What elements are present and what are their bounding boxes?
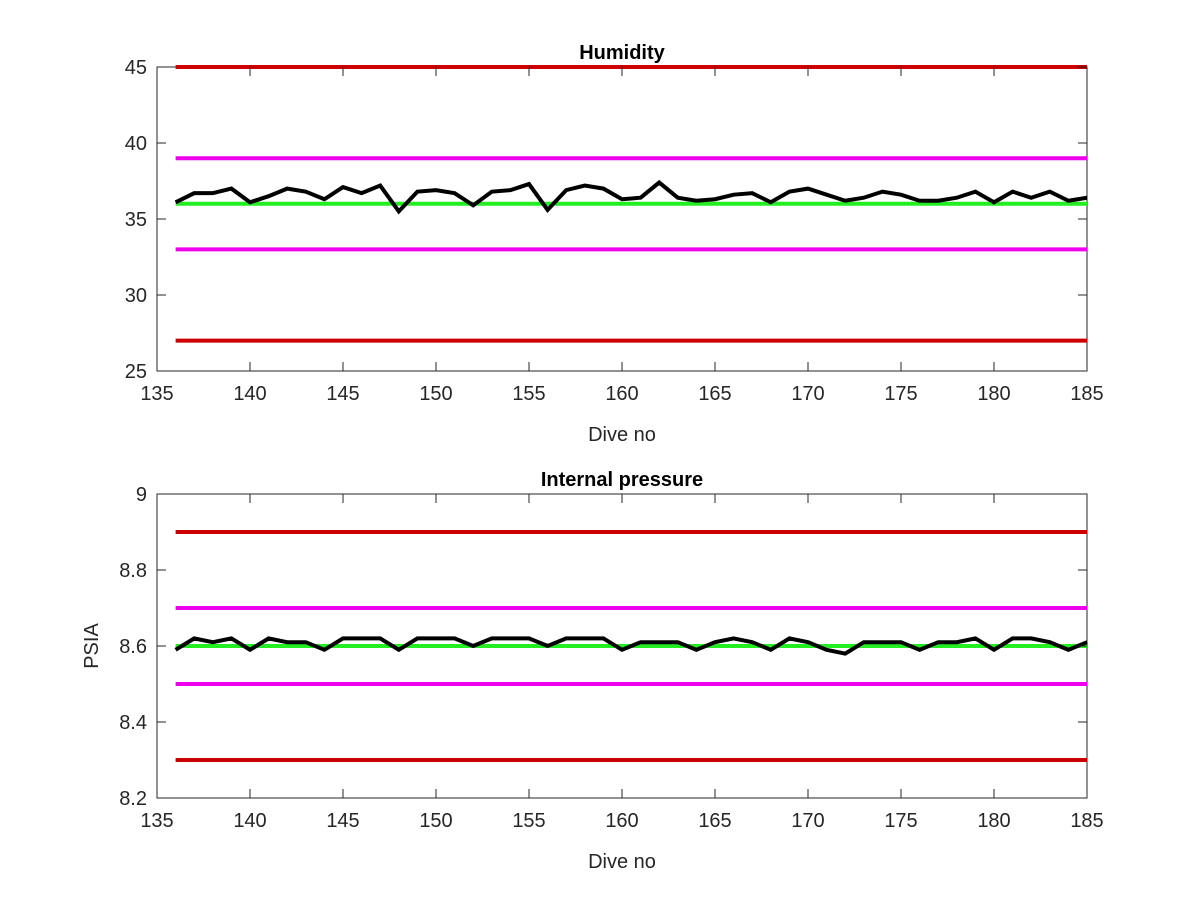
y-tick-label: 45 xyxy=(125,57,147,79)
y-tick-label: 8.4 xyxy=(119,712,147,734)
x-tick-label: 150 xyxy=(419,383,452,405)
x-tick-label: 135 xyxy=(140,383,173,405)
x-tick-label: 185 xyxy=(1070,383,1103,405)
y-tick-label: 30 xyxy=(125,285,147,307)
y-axis-label: PSIA xyxy=(81,623,103,669)
y-tick-label: 40 xyxy=(125,133,147,155)
x-tick-label: 185 xyxy=(1070,810,1103,832)
chart-title: Humidity xyxy=(579,42,665,64)
humidity-plot: 135 140 145 150 155 160 165 170 175 180 185 25 30 35 4… xyxy=(125,42,1104,446)
y-tick-label: 8.8 xyxy=(119,560,147,582)
y-tick-label: 8.2 xyxy=(119,788,147,810)
data-series-line xyxy=(174,179,1088,215)
x-tick-label: 175 xyxy=(884,383,917,405)
y-tick-label: 25 xyxy=(125,361,147,383)
x-tick-label: 180 xyxy=(977,383,1010,405)
x-tick-label: 170 xyxy=(791,383,824,405)
x-tick-label: 145 xyxy=(326,383,359,405)
x-tick-label: 180 xyxy=(977,810,1010,832)
x-axis-label: Dive no xyxy=(588,851,656,873)
x-tick-label: 175 xyxy=(884,810,917,832)
x-tick-label: 150 xyxy=(419,810,452,832)
x-tick-label: 145 xyxy=(326,810,359,832)
axes-box xyxy=(156,66,1088,372)
x-tick-label: 140 xyxy=(233,383,266,405)
chart-title: Internal pressure xyxy=(541,469,703,491)
x-tick-label: 155 xyxy=(512,810,545,832)
x-tick-label: 160 xyxy=(605,383,638,405)
x-axis-label: Dive no xyxy=(588,424,656,446)
y-tick-label: 35 xyxy=(125,209,147,231)
x-tick-label: 140 xyxy=(233,810,266,832)
x-tick-label: 135 xyxy=(140,810,173,832)
internal-pressure-plot: 135 140 145 150 155 160 165 170 175 180 185 8.2 8.4 8… xyxy=(81,469,1104,873)
x-tick-label: 155 xyxy=(512,383,545,405)
x-tick-label: 165 xyxy=(698,810,731,832)
x-tick-label: 160 xyxy=(605,810,638,832)
x-tick-label: 170 xyxy=(791,810,824,832)
y-tick-label: 8.6 xyxy=(119,636,147,658)
x-tick-label: 165 xyxy=(698,383,731,405)
data-series-line xyxy=(174,636,1088,656)
y-tick-label: 9 xyxy=(136,484,147,506)
